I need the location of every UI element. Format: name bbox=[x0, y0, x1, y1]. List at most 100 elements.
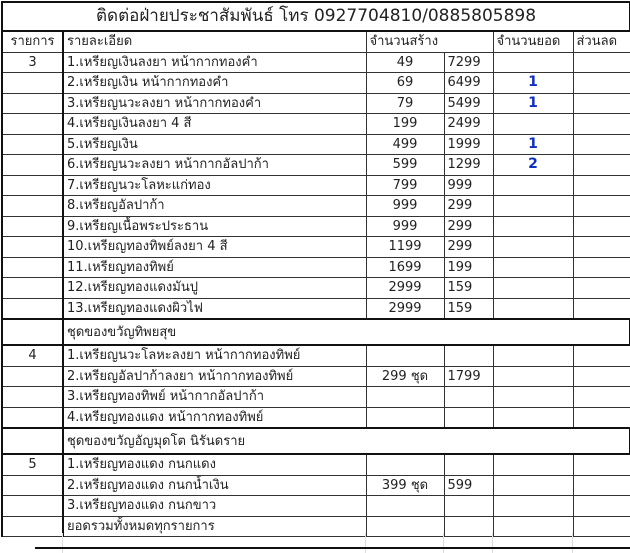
discount bbox=[572, 72, 630, 94]
item-number bbox=[1, 474, 64, 496]
built-quantity bbox=[365, 406, 445, 429]
discount bbox=[572, 344, 630, 367]
table-row: 5 1.เหรียญทองแดง กนกแดง bbox=[1, 453, 630, 476]
table-row: 8.เหรียญอัลปาก้า 999 299 bbox=[1, 195, 630, 217]
item-number bbox=[1, 515, 64, 537]
item-number bbox=[1, 154, 64, 176]
price: 2499 bbox=[443, 113, 494, 135]
item-detail: 3.เหรียญทองแดง กนกขาว bbox=[62, 495, 367, 517]
item-detail: 5.เหรียญเงิน bbox=[62, 133, 367, 155]
empty-cell bbox=[573, 427, 630, 455]
discount bbox=[572, 474, 630, 496]
built-quantity bbox=[365, 344, 445, 367]
empty-cell bbox=[366, 427, 444, 455]
item-number bbox=[1, 195, 64, 217]
item-detail: 3.เหรียญนวะลงยา หน้ากากทองคำ bbox=[62, 92, 367, 114]
item-number bbox=[1, 174, 64, 196]
price: 1799 bbox=[443, 365, 494, 387]
built-quantity: 79 bbox=[365, 92, 445, 114]
item-number bbox=[1, 365, 64, 387]
ordered-quantity bbox=[492, 386, 574, 408]
price: 6499 bbox=[443, 72, 494, 94]
item-cell bbox=[1, 318, 64, 346]
item-number bbox=[1, 133, 64, 155]
price bbox=[443, 495, 494, 517]
divider bbox=[35, 547, 630, 549]
table-row: 10.เหรียญทองทิพย์ลงยา 4 สี 1199 299 bbox=[1, 236, 630, 258]
item-number: 5 bbox=[1, 453, 64, 476]
price: 1999 bbox=[443, 133, 494, 155]
built-quantity bbox=[365, 386, 445, 408]
built-quantity: 999 bbox=[365, 215, 445, 237]
price bbox=[443, 453, 494, 476]
empty-cell bbox=[493, 318, 573, 346]
price: 299 bbox=[443, 236, 494, 258]
built-quantity: 399 ชุด bbox=[365, 474, 445, 496]
discount bbox=[572, 406, 630, 429]
table-row: 6.เหรียญนวะลงยา หน้ากากอัลปาก้า 599 1299 2 bbox=[1, 154, 630, 176]
item-number bbox=[1, 406, 64, 429]
ordered-quantity bbox=[492, 495, 574, 517]
discount bbox=[572, 215, 630, 237]
ordered-quantity: 1 bbox=[492, 72, 574, 94]
price: 299 bbox=[443, 215, 494, 237]
ordered-quantity bbox=[492, 297, 574, 320]
discount bbox=[572, 174, 630, 196]
price: 299 bbox=[443, 195, 494, 217]
header-discount: ส่วนลด bbox=[572, 30, 630, 53]
item-number bbox=[1, 236, 64, 258]
item-number bbox=[1, 92, 64, 114]
header-built: จำนวนสร้าง bbox=[365, 30, 494, 53]
header-row: รายการ รายละเอียด จำนวนสร้าง จำนวนยอด ส่… bbox=[1, 30, 630, 53]
discount bbox=[572, 51, 630, 73]
price: 199 bbox=[443, 256, 494, 278]
table-row: 2.เหรียญเงิน หน้ากากทองคำ 69 6499 1 bbox=[1, 72, 630, 94]
ordered-quantity bbox=[492, 365, 574, 387]
item-number bbox=[1, 72, 64, 94]
table-row: 3.เหรียญทองทิพย์ หน้ากากอัลปาก้า bbox=[1, 386, 630, 408]
ordered-quantity bbox=[492, 174, 574, 196]
ordered-quantity bbox=[492, 344, 574, 367]
discount bbox=[572, 386, 630, 408]
table-row: 11.เหรียญทองทิพย์ 1699 199 bbox=[1, 256, 630, 278]
ordered-quantity bbox=[492, 113, 574, 135]
ordered-quantity: 1 bbox=[492, 133, 574, 155]
built-quantity: 799 bbox=[365, 174, 445, 196]
item-number: 4 bbox=[1, 344, 64, 367]
ordered-quantity: 1 bbox=[492, 92, 574, 114]
ordered-quantity bbox=[492, 195, 574, 217]
item-number bbox=[1, 495, 64, 517]
ordered-quantity bbox=[492, 277, 574, 299]
price bbox=[443, 386, 494, 408]
price: 1299 bbox=[443, 154, 494, 176]
discount bbox=[572, 113, 630, 135]
item-number bbox=[1, 256, 64, 278]
price bbox=[443, 344, 494, 367]
discount bbox=[572, 133, 630, 155]
item-detail: 1.เหรียญทองแดง กนกแดง bbox=[62, 453, 367, 476]
ordered-quantity bbox=[492, 453, 574, 476]
item-number bbox=[1, 113, 64, 135]
table-row: 7.เหรียญนวะโลหะแก่ทอง 799 999 bbox=[1, 174, 630, 196]
item-detail: 3.เหรียญทองทิพย์ หน้ากากอัลปาก้า bbox=[62, 386, 367, 408]
discount bbox=[572, 92, 630, 114]
built-quantity: 2999 bbox=[365, 277, 445, 299]
table-row: ยอดรวมทั้งหมดทุกรายการ bbox=[1, 515, 630, 537]
item-detail: 10.เหรียญทองทิพย์ลงยา 4 สี bbox=[62, 236, 367, 258]
price: 999 bbox=[443, 174, 494, 196]
item-detail: 1.เหรียญเงินลงยา หน้ากากทองคำ bbox=[62, 51, 367, 73]
discount bbox=[572, 195, 630, 217]
header-ordered: จำนวนยอด bbox=[492, 30, 574, 53]
discount bbox=[572, 277, 630, 299]
built-quantity: 299 ชุด bbox=[365, 365, 445, 387]
table-row: 13.เหรียญทองแดงผิวไฟ 2999 159 bbox=[1, 297, 630, 320]
ordered-quantity bbox=[492, 256, 574, 278]
built-quantity: 1199 bbox=[365, 236, 445, 258]
discount bbox=[572, 236, 630, 258]
item-detail: 8.เหรียญอัลปาก้า bbox=[62, 195, 367, 217]
ordered-quantity bbox=[492, 236, 574, 258]
built-quantity: 49 bbox=[365, 51, 445, 73]
built-quantity: 69 bbox=[365, 72, 445, 94]
table-row: 3.เหรียญทองแดง กนกขาว bbox=[1, 495, 630, 517]
section-heading-row: ชุดของขวัญอัญมุดโต นิรันดราย bbox=[1, 427, 630, 455]
